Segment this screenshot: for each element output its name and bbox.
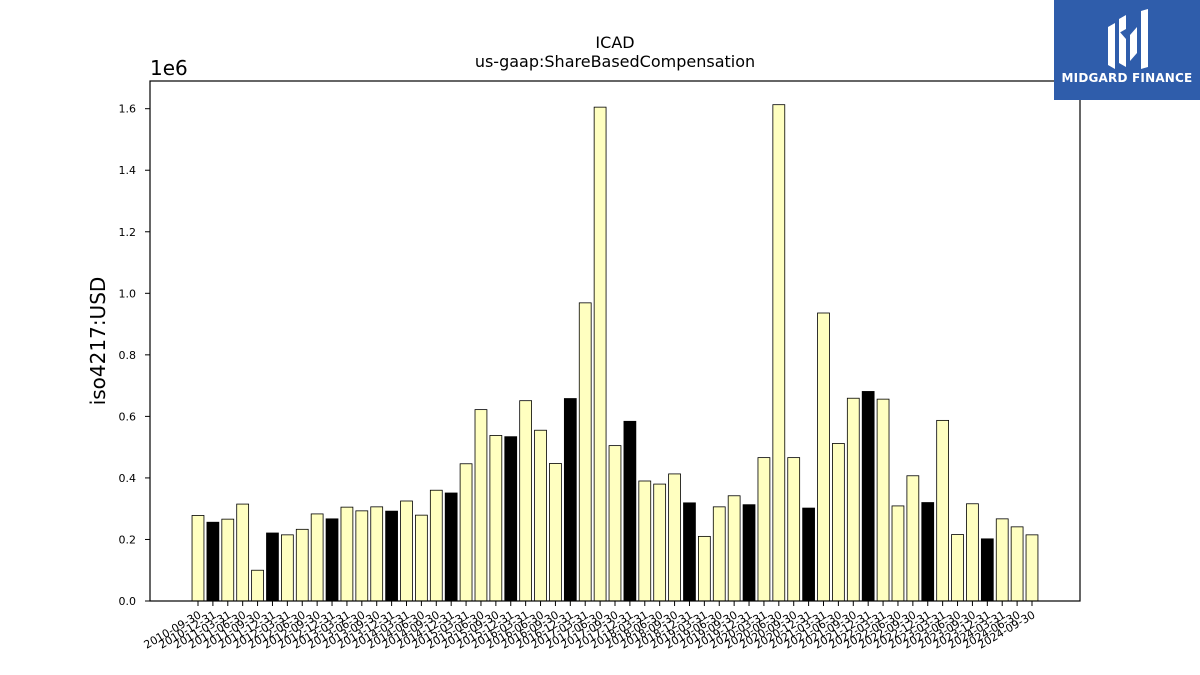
bar-2020-03-31 (757, 457, 771, 602)
bar-2023-12-31 (980, 538, 994, 602)
y-tick-label: 1.2 (119, 226, 137, 239)
bar-2016-03-31 (519, 400, 533, 602)
y-tick-label: 1.0 (119, 287, 137, 300)
bar-2010-12-31 (206, 521, 220, 602)
bar-2023-09-30 (966, 503, 979, 602)
y-scale-label: 1e6 (150, 56, 188, 80)
bar-2013-09-30 (370, 506, 384, 602)
bar-2017-06-30 (593, 106, 607, 602)
bar-2014-06-30 (415, 514, 428, 602)
bar-2022-03-31 (876, 398, 890, 602)
bar-2022-09-30 (906, 475, 920, 602)
logo-text: MIDGARD FINANCE (1061, 71, 1193, 85)
bar-2021-03-31 (817, 312, 830, 602)
y-tick-label: 1.6 (119, 103, 137, 116)
bars-group (191, 104, 1039, 602)
bar-2011-09-30 (251, 569, 264, 602)
bar-2015-12-31 (504, 436, 518, 602)
bar-2019-06-30 (712, 506, 726, 602)
y-tick-label: 0.0 (119, 595, 137, 608)
bar-2021-12-31 (861, 391, 875, 602)
bar-2016-09-30 (549, 463, 562, 602)
bar-2014-09-30 (429, 489, 443, 602)
bar-2020-12-31 (802, 507, 815, 602)
y-tick-label: 0.2 (119, 533, 137, 546)
bar-2018-09-30 (668, 473, 681, 602)
bar-2012-12-31 (325, 518, 339, 602)
y-axis: 0.0 0.2 0.4 0.6 0.8 1.0 1.2 1.4 1.6 (119, 103, 150, 608)
bar-2013-03-31 (340, 506, 354, 602)
bar-2015-06-30 (474, 409, 488, 602)
bar-2016-06-30 (534, 429, 547, 602)
x-axis: 2010-09-302010-12-312011-03-312011-06-30… (142, 601, 1038, 652)
bar-2024-06-30 (1010, 526, 1024, 602)
bar-2012-09-30 (310, 513, 324, 602)
y-tick-label: 1.4 (119, 164, 137, 177)
bar-2011-03-31 (221, 518, 235, 602)
bar-2023-03-31 (936, 419, 950, 602)
bar-2011-12-31 (266, 532, 279, 602)
bar-2013-06-30 (355, 510, 369, 602)
bar-2018-03-31 (638, 480, 652, 602)
bar-2017-12-31 (623, 420, 637, 602)
bar-2012-06-30 (295, 528, 309, 602)
bar-2017-09-30 (608, 445, 622, 602)
bar-2018-06-30 (653, 483, 667, 602)
bar-2021-09-30 (846, 397, 860, 602)
bar-2024-09-30 (1025, 534, 1039, 602)
bar-2010-09-30 (191, 515, 205, 602)
bar-2022-06-30 (891, 505, 905, 602)
y-tick-label: 0.4 (119, 472, 137, 485)
bar-2024-03-31 (995, 518, 1009, 602)
company-logo: MIDGARD FINANCE (1054, 0, 1200, 100)
bar-2022-12-31 (921, 502, 935, 602)
y-tick-label: 0.8 (119, 349, 137, 362)
bar-2019-12-31 (742, 504, 756, 602)
bar-2014-12-31 (444, 492, 458, 602)
bar-2016-12-31 (563, 398, 577, 602)
bar-2015-03-31 (459, 463, 473, 602)
bar-2015-09-30 (489, 435, 503, 602)
bar-2011-06-30 (236, 503, 250, 602)
bar-2019-03-31 (698, 535, 711, 602)
bar-2019-09-30 (727, 495, 741, 602)
bar-2018-12-31 (683, 502, 696, 602)
bar-2014-03-31 (400, 500, 413, 602)
midgard-logo-icon (1108, 9, 1148, 69)
y-tick-label: 0.6 (119, 410, 137, 423)
bar-2012-03-31 (280, 534, 294, 602)
bar-2013-12-31 (385, 510, 398, 602)
bar-2017-03-31 (578, 302, 592, 602)
chart-title: ICAD (595, 33, 635, 52)
chart-title-block: ICAD us-gaap:ShareBasedCompensation (150, 33, 1080, 71)
bar-2021-06-30 (832, 443, 845, 602)
bar-2020-06-30 (772, 104, 786, 602)
bar-2023-06-30 (951, 534, 964, 602)
bar-2020-09-30 (787, 457, 801, 602)
y-axis-label: iso4217:USD (86, 277, 110, 406)
chart-subtitle: us-gaap:ShareBasedCompensation (474, 52, 756, 71)
